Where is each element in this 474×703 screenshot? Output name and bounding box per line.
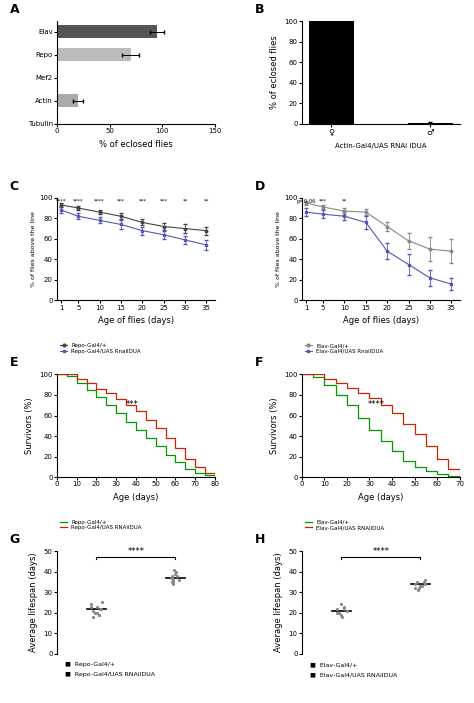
Point bbox=[95, 609, 102, 620]
Point bbox=[335, 607, 343, 619]
Point bbox=[168, 572, 175, 583]
Point bbox=[337, 599, 345, 610]
Point bbox=[168, 570, 176, 581]
Text: ***: *** bbox=[160, 199, 168, 204]
Text: G: G bbox=[9, 533, 20, 546]
Bar bbox=[57, 49, 131, 61]
X-axis label: Age (days): Age (days) bbox=[358, 493, 403, 502]
Point bbox=[414, 584, 422, 595]
Point bbox=[168, 572, 176, 583]
Legend: Elav-Gal4/+, Elav-Gal4/UAS RNAiIDUA: Elav-Gal4/+, Elav-Gal4/UAS RNAiIDUA bbox=[305, 520, 385, 531]
Text: ****: **** bbox=[73, 199, 83, 204]
Y-axis label: Average lifespan (days): Average lifespan (days) bbox=[274, 553, 283, 652]
Bar bbox=[57, 25, 157, 38]
Y-axis label: % of eclosed flies: % of eclosed flies bbox=[270, 36, 279, 110]
Bar bbox=[57, 94, 78, 107]
Point bbox=[169, 579, 177, 590]
Text: ****: **** bbox=[372, 547, 389, 556]
Point bbox=[169, 576, 177, 588]
Point bbox=[333, 603, 340, 614]
Point bbox=[171, 568, 178, 579]
Bar bbox=[309, 21, 354, 124]
Point bbox=[337, 609, 345, 620]
Point bbox=[91, 607, 99, 619]
Point bbox=[343, 605, 350, 617]
Text: ■  Repo-Gal4/UAS RNAiIDUA: ■ Repo-Gal4/UAS RNAiIDUA bbox=[65, 672, 155, 678]
Text: ■  Elav-Gal4/UAS RNAiIDUA: ■ Elav-Gal4/UAS RNAiIDUA bbox=[310, 672, 397, 678]
Point bbox=[98, 603, 105, 614]
X-axis label: % of eclosed flies: % of eclosed flies bbox=[99, 139, 173, 148]
Point bbox=[412, 579, 419, 590]
Point bbox=[420, 576, 428, 588]
Text: ■  Elav-Gal4/+: ■ Elav-Gal4/+ bbox=[310, 662, 357, 667]
Legend: Elav-Gal4/+, Elav-Gal4/UAS RnaiIDUA: Elav-Gal4/+, Elav-Gal4/UAS RnaiIDUA bbox=[305, 342, 384, 354]
Point bbox=[89, 611, 96, 622]
Point bbox=[341, 603, 348, 614]
Text: p=0.06: p=0.06 bbox=[296, 199, 316, 204]
Y-axis label: % of flies above the line: % of flies above the line bbox=[31, 211, 36, 287]
Point bbox=[421, 574, 428, 586]
Text: E: E bbox=[9, 356, 18, 369]
Point bbox=[97, 603, 104, 614]
Text: ***: *** bbox=[126, 400, 138, 409]
Point bbox=[421, 579, 429, 590]
Point bbox=[175, 574, 183, 586]
Point bbox=[170, 564, 178, 575]
Text: A: A bbox=[9, 3, 19, 16]
Point bbox=[98, 597, 105, 608]
X-axis label: Age of flies (days): Age of flies (days) bbox=[98, 316, 174, 325]
Text: ****: **** bbox=[368, 400, 385, 409]
X-axis label: Age (days): Age (days) bbox=[113, 493, 159, 502]
Point bbox=[340, 601, 347, 612]
Point bbox=[169, 574, 177, 586]
Y-axis label: Average lifespan (days): Average lifespan (days) bbox=[29, 553, 38, 652]
Legend: Repo-Gal4/+, Repo-Gal4/UAS RNAiIDUA: Repo-Gal4/+, Repo-Gal4/UAS RNAiIDUA bbox=[60, 520, 142, 531]
X-axis label: Age of flies (days): Age of flies (days) bbox=[343, 316, 419, 325]
Y-axis label: Survivors (%): Survivors (%) bbox=[270, 397, 279, 454]
Point bbox=[411, 582, 419, 593]
Point bbox=[337, 609, 345, 620]
Point bbox=[173, 570, 181, 581]
Text: D: D bbox=[255, 179, 264, 193]
Text: ***: *** bbox=[117, 199, 125, 204]
Text: H: H bbox=[255, 533, 265, 546]
Bar bbox=[408, 123, 453, 124]
Point bbox=[172, 566, 180, 577]
Text: ****: **** bbox=[56, 199, 66, 204]
Point bbox=[333, 607, 340, 619]
Text: ***: *** bbox=[319, 199, 327, 204]
Y-axis label: Survivors (%): Survivors (%) bbox=[25, 397, 34, 454]
X-axis label: Actin-Gal4/UAS RNAi IDUA: Actin-Gal4/UAS RNAi IDUA bbox=[335, 143, 427, 148]
Text: **: ** bbox=[342, 199, 347, 204]
Text: **: ** bbox=[204, 199, 209, 204]
Text: ****: **** bbox=[94, 199, 105, 204]
Point bbox=[415, 582, 423, 593]
Point bbox=[168, 576, 176, 588]
Text: B: B bbox=[255, 3, 264, 16]
Point bbox=[338, 611, 346, 622]
Text: ***: *** bbox=[138, 199, 146, 204]
Point bbox=[419, 581, 426, 592]
Text: **: ** bbox=[182, 199, 188, 204]
Point bbox=[94, 601, 101, 612]
Point bbox=[89, 605, 96, 617]
Y-axis label: % of flies above the line: % of flies above the line bbox=[276, 211, 282, 287]
Text: ****: **** bbox=[128, 547, 145, 556]
Legend: Repo-Gal4/+, Repo-Gal4/UAS RnaiIDUA: Repo-Gal4/+, Repo-Gal4/UAS RnaiIDUA bbox=[60, 342, 142, 354]
Point bbox=[416, 581, 424, 592]
Text: C: C bbox=[9, 179, 18, 193]
Point bbox=[95, 609, 103, 620]
Text: ■  Repo-Gal4/+: ■ Repo-Gal4/+ bbox=[65, 662, 115, 667]
Point bbox=[87, 601, 95, 612]
Text: F: F bbox=[255, 356, 263, 369]
Point bbox=[413, 576, 421, 588]
Point bbox=[94, 607, 101, 619]
Point bbox=[88, 599, 95, 610]
